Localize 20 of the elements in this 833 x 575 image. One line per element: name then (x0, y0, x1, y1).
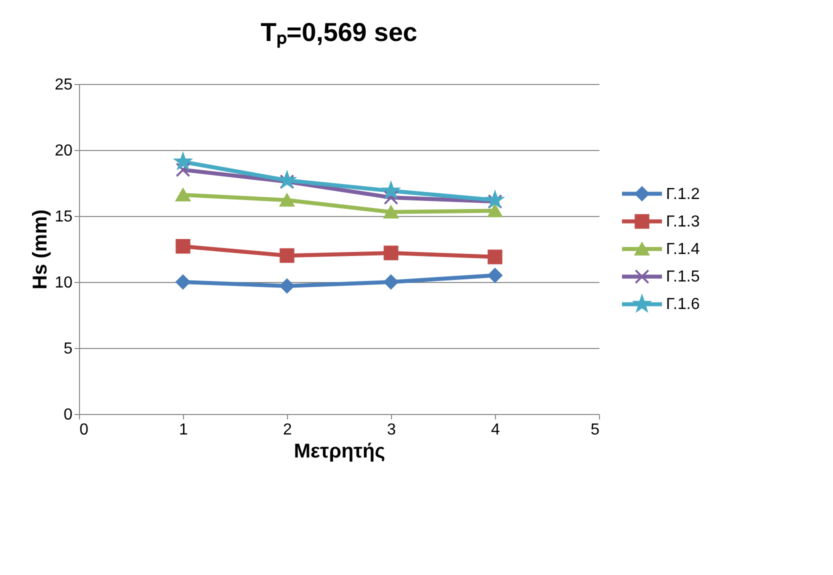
y-tick-label: 5 (64, 340, 73, 358)
y-tick-label: 25 (54, 76, 73, 94)
y-axis-title: Hs (mm) (30, 209, 52, 290)
legend-label: Γ.1.3 (666, 213, 700, 230)
legend-label: Γ.1.6 (666, 296, 700, 314)
y-tick-label: 10 (54, 274, 73, 292)
x-axis-title: Μετρητής (294, 440, 386, 462)
x-tick-label: 0 (80, 422, 88, 438)
x-tick-label: 5 (590, 422, 600, 438)
y-tick-label: 0 (64, 406, 73, 424)
legend-label: Γ.1.2 (666, 186, 700, 203)
legend-label: Γ.1.5 (666, 268, 700, 286)
x-tick-label: 3 (387, 422, 396, 438)
x-tick-label: 1 (179, 422, 188, 438)
x-tick-label: 4 (491, 422, 500, 438)
x-tick-label: 2 (283, 422, 292, 438)
y-tick-label: 20 (54, 142, 73, 160)
y-tick-label: 15 (54, 208, 73, 226)
legend-label: Γ.1.4 (666, 241, 700, 258)
chart-title: Tₚ=0,569 sec (260, 17, 418, 48)
